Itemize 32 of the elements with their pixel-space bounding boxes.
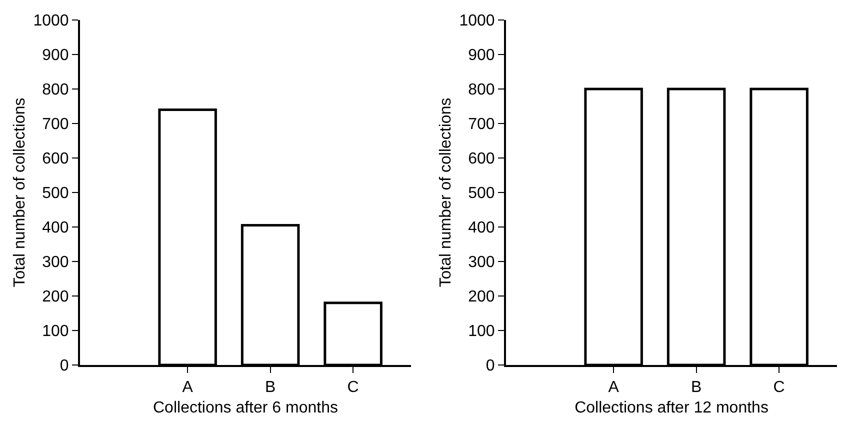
y-tick-label: 200 [468,288,495,306]
y-tick-label: 500 [468,185,495,202]
y-tick-label: 400 [468,220,495,237]
y-tick-label: 800 [42,82,69,99]
y-tick-label: 600 [42,150,69,168]
y-tick-label: 300 [42,254,69,272]
y-tick-label: 600 [468,150,495,168]
y-tick-label: 400 [42,220,69,237]
y-tick-label: 1000 [459,12,495,30]
y-tick-label: 0 [486,358,495,375]
y-tick-label: 100 [42,323,69,340]
y-tick-label: 700 [42,116,69,134]
x-tick-label: A [182,379,194,396]
y-tick-label: 0 [60,358,69,375]
y-tick-label: 100 [468,323,495,340]
x-tick-label: C [347,379,359,396]
y-tick-label: 800 [468,82,495,99]
x-tick-label: A [608,379,620,396]
y-tick-label: 1000 [33,12,69,30]
y-tick-label: 500 [42,185,69,202]
y-axis-title: Total number of collections [12,98,29,288]
x-axis-title: Collections after 12 months [574,399,768,416]
y-tick-label: 900 [42,47,69,64]
x-tick-label: B [690,379,702,396]
y-tick-label: 300 [468,254,495,272]
x-tick-label: C [773,379,785,396]
y-tick-label: 700 [468,116,495,134]
y-tick-label: 900 [468,47,495,64]
x-axis-title: Collections after 6 months [153,399,338,416]
y-axis-title: Total number of collections [438,98,455,288]
x-tick-label: B [264,379,276,396]
y-tick-label: 200 [42,288,69,306]
